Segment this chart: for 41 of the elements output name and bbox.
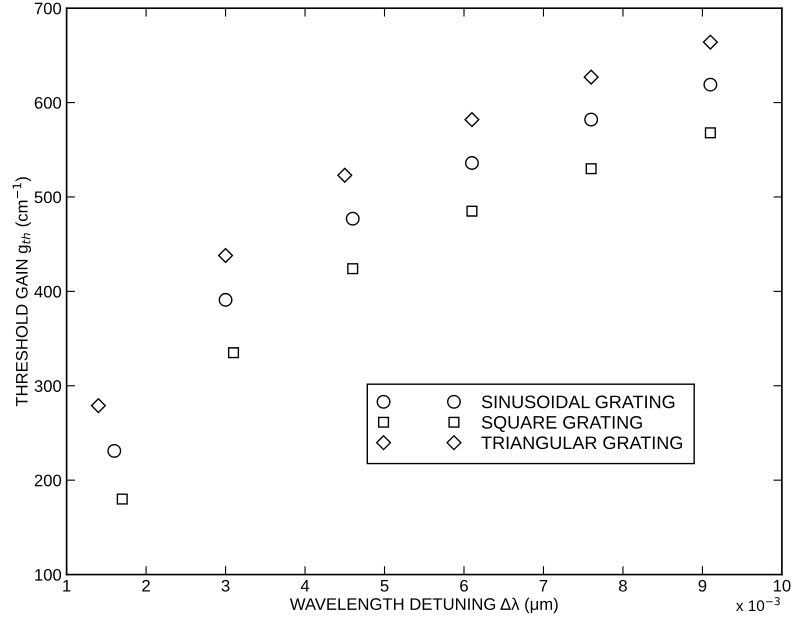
point xyxy=(584,112,598,127)
x-tick-label: 8 xyxy=(619,580,627,592)
point xyxy=(346,212,360,226)
y-tick-label: 100 xyxy=(35,568,62,581)
y-tick-label: 600 xyxy=(34,96,62,109)
point xyxy=(218,292,233,307)
x-tick-label: 7 xyxy=(540,580,548,592)
y-axis-title: THRESHOLD GAIN g$_{th}$ (cm$^{−1}$) xyxy=(12,177,32,406)
text: x 10$^{−3}$ xyxy=(736,597,780,612)
x-tick-label: 5 xyxy=(380,580,388,592)
legend-label: SINUSOIDAL GRATING xyxy=(482,396,674,408)
point xyxy=(702,34,718,50)
x-tick-label: 4 xyxy=(300,580,310,592)
point xyxy=(347,263,358,274)
legend-label: TRIANGULAR GRATING xyxy=(481,436,682,450)
x-axis-title: WAVELENGTH DETUNING Δλ (μm) xyxy=(290,598,558,614)
y-tick-label: 200 xyxy=(34,474,62,486)
point xyxy=(464,112,480,128)
x-tick-label: 2 xyxy=(142,580,150,592)
point xyxy=(228,347,240,358)
y-tick-label: 500 xyxy=(34,191,62,204)
legend-label: SQUARE GRATING xyxy=(482,416,642,432)
point xyxy=(90,398,106,414)
point xyxy=(107,444,122,458)
x-tick-label: 9 xyxy=(698,580,706,592)
point xyxy=(466,206,478,217)
y-tick-label: 700 xyxy=(34,2,62,14)
y-tick-label: 300 xyxy=(34,380,62,392)
point xyxy=(116,493,128,505)
point xyxy=(464,156,479,170)
x-tick-label: 6 xyxy=(460,580,468,592)
x-tick-label: 1 xyxy=(63,580,70,592)
point xyxy=(218,248,234,264)
point xyxy=(704,127,716,138)
point xyxy=(703,78,718,92)
x-tick-label: 10 xyxy=(774,580,791,592)
point xyxy=(337,168,352,183)
y-tick-label: 400 xyxy=(34,286,62,298)
x-tick-label: 3 xyxy=(222,580,230,592)
point xyxy=(584,70,599,85)
point xyxy=(586,163,597,174)
